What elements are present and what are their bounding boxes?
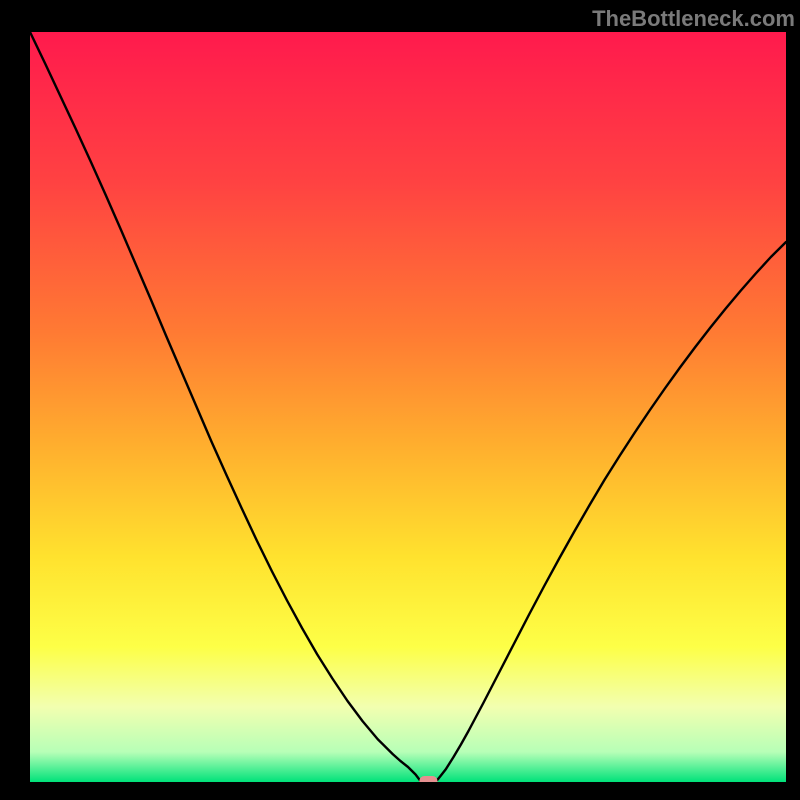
- chart-svg: [0, 0, 800, 800]
- optimal-marker: [419, 776, 437, 788]
- chart-frame: TheBottleneck.com: [0, 0, 800, 800]
- bottleneck-curve: [30, 32, 786, 782]
